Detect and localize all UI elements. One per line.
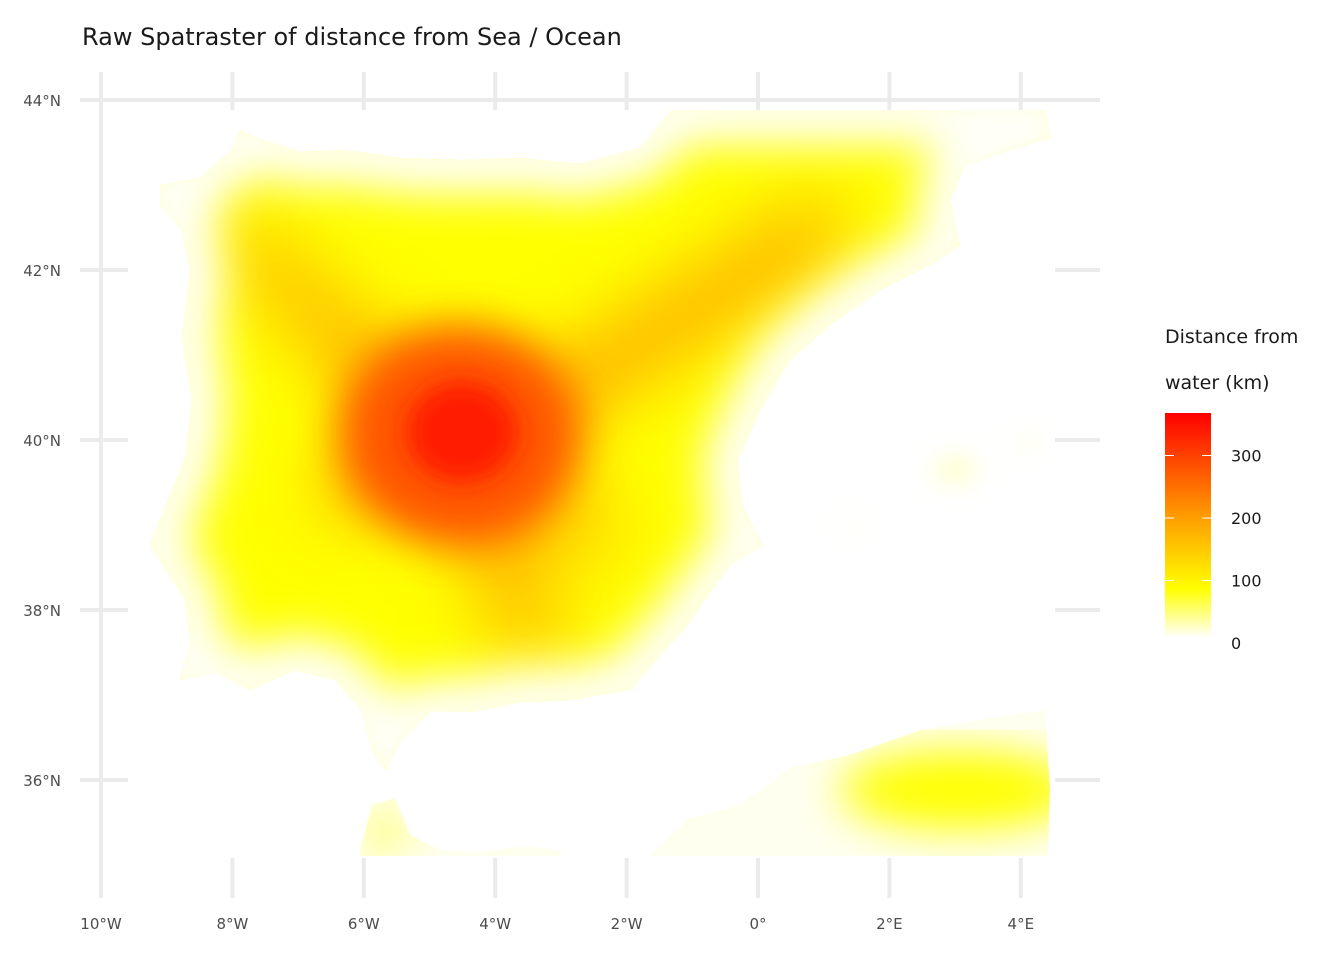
legend-tick-label: 200 <box>1231 509 1262 528</box>
legend-tick-label: 300 <box>1231 447 1262 466</box>
x-tick-label: 6°W <box>348 915 380 933</box>
y-tick-label: 44°N <box>23 92 61 110</box>
balearic-ibiza <box>844 519 856 531</box>
x-tick-label: 8°W <box>216 915 248 933</box>
x-tick-label: 2°E <box>876 915 903 933</box>
balearic-menorca <box>1018 436 1038 448</box>
y-axis-tick-labels: 44°N 42°N 40°N 38°N 36°N <box>23 92 61 790</box>
x-axis-tick-labels: 10°W 8°W 6°W 4°W 2°W 0° 2°E 4°E <box>80 915 1034 933</box>
x-tick-label: 4°E <box>1008 915 1035 933</box>
y-tick-label: 36°N <box>23 772 61 790</box>
map-title: Raw Spatraster of distance from Sea / Oc… <box>82 23 622 51</box>
x-tick-label: 0° <box>749 915 766 933</box>
legend: Distance from water (km) 300 200 100 0 <box>1165 326 1298 653</box>
raster-iberia <box>150 110 1050 770</box>
legend-tick-label: 0 <box>1231 634 1241 653</box>
legend-tick-label: 100 <box>1231 572 1262 591</box>
y-tick-label: 42°N <box>23 262 61 280</box>
raster-africa-core <box>840 750 1050 830</box>
x-tick-label: 2°W <box>611 915 643 933</box>
legend-colorbar <box>1165 413 1211 638</box>
y-tick-label: 38°N <box>23 602 61 620</box>
balearic-mallorca <box>933 458 977 482</box>
legend-title-line1: Distance from <box>1165 326 1298 348</box>
gridlines <box>80 72 1100 898</box>
y-tick-label: 40°N <box>23 432 61 450</box>
raster-peak-red <box>407 382 517 482</box>
raster-balearic <box>844 436 1038 531</box>
legend-ticks: 300 200 100 0 <box>1165 447 1262 653</box>
raster-north-africa <box>360 710 1050 856</box>
x-tick-label: 4°W <box>479 915 511 933</box>
legend-title-line2: water (km) <box>1165 372 1270 394</box>
x-tick-label: 10°W <box>80 915 122 933</box>
raster-ceuta-core <box>365 812 405 852</box>
